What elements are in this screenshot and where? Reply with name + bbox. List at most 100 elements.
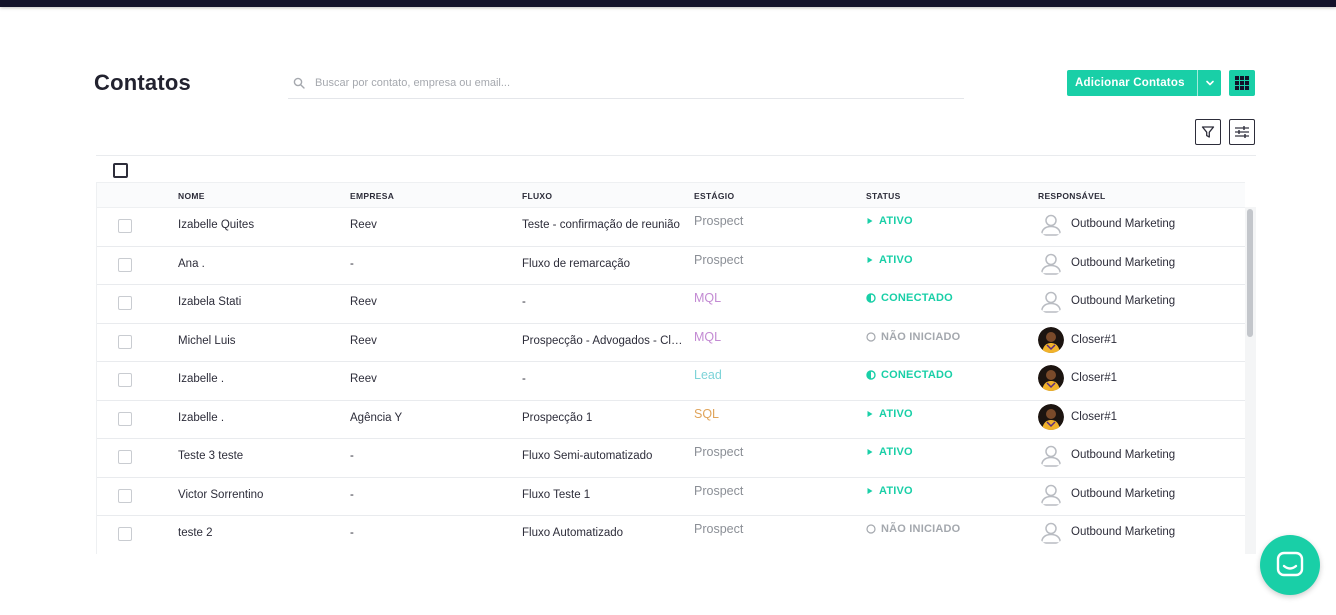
page-title: Contatos [94, 70, 191, 95]
flow-name: Fluxo Teste 1 [522, 488, 591, 501]
user-photo-icon [1038, 326, 1064, 353]
avatar [1038, 365, 1064, 391]
stage-label: Prospect [694, 252, 744, 267]
avatar [1038, 211, 1064, 237]
status-badge: ATIVO [866, 446, 913, 458]
column-header-nome[interactable]: NOME [178, 191, 205, 201]
table-row[interactable]: Teste 3 teste - Fluxo Semi-automatizado Pro… [97, 439, 1245, 478]
contact-name[interactable]: Izabela Stati [178, 296, 242, 308]
owner: Outbound Marketing [1038, 519, 1175, 545]
contact-name[interactable]: Victor Sorrentino [178, 488, 264, 501]
avatar [1038, 519, 1064, 545]
flow-name: Prospecção 1 [522, 411, 593, 424]
company-name: Reev [350, 334, 377, 347]
status-label: NÃO INICIADO [881, 330, 961, 343]
owner: Closer#1 [1038, 403, 1118, 430]
row-checkbox[interactable] [118, 257, 132, 272]
status-label: CONECTADO [881, 292, 953, 304]
row-checkbox[interactable] [118, 373, 132, 387]
table-row[interactable]: Izabelle . Reev - Lead CONECTADO Closer#1 [97, 362, 1245, 401]
owner-name: Closer#1 [1071, 410, 1118, 423]
contact-name[interactable]: Izabelle . [178, 373, 225, 385]
status-label: ATIVO [879, 215, 913, 227]
status-badge: ATIVO [866, 254, 913, 266]
column-header-empresa[interactable]: EMPRESA [350, 191, 395, 201]
search-input[interactable] [315, 77, 915, 89]
row-checkbox[interactable] [118, 527, 132, 541]
user-icon [1040, 214, 1062, 236]
add-contacts-label[interactable]: Adicionar Contatos [1075, 77, 1185, 89]
play-icon [867, 410, 873, 417]
owner-name: Closer#1 [1071, 372, 1118, 384]
table-row[interactable]: Izabelle . Agência Y Prospecção 1 SQL ATIVO C… [97, 401, 1245, 439]
flow-name: Teste - confirmação de reunião [522, 219, 680, 231]
select-all-checkbox[interactable] [113, 163, 128, 178]
status-label: ATIVO [879, 484, 913, 497]
row-checkbox[interactable] [118, 219, 132, 233]
column-header-estagio[interactable]: ESTÁGIO [694, 191, 735, 201]
owner: Outbound Marketing [1038, 288, 1175, 314]
owner-name: Outbound Marketing [1071, 487, 1176, 500]
status-label: NÃO INICIADO [881, 523, 961, 535]
filter-button[interactable] [1195, 119, 1221, 145]
table-row[interactable]: Izabela Stati Reev - MQL CONECTADO Outbound M… [97, 285, 1245, 324]
avatar [1038, 250, 1064, 276]
avatar [1038, 481, 1064, 507]
row-checkbox[interactable] [118, 411, 132, 426]
column-header-fluxo[interactable]: FLUXO [522, 191, 553, 201]
user-icon [1040, 484, 1062, 506]
stage-label: Prospect [694, 483, 744, 498]
table-row[interactable]: teste 2 - Fluxo Automatizado Prospect NÃO IN… [97, 516, 1245, 554]
contact-name[interactable]: Michel Luis [178, 334, 236, 347]
column-settings-button[interactable] [1229, 119, 1255, 145]
flow-name: Fluxo de remarcação [522, 257, 631, 270]
chevron-down-icon [1205, 80, 1214, 86]
avatar [1038, 403, 1064, 430]
column-header-responsavel[interactable]: RESPONSÁVEL [1038, 191, 1106, 201]
flow-name: - [522, 373, 526, 385]
company-name: - [350, 527, 354, 539]
play-icon [867, 449, 873, 455]
scrollbar-thumb[interactable] [1247, 209, 1253, 337]
avatar [1038, 326, 1064, 353]
owner: Outbound Marketing [1038, 442, 1175, 468]
company-name: Reev [350, 296, 377, 308]
table-row[interactable]: Michel Luis Reev Prospecção - Advogados - … [97, 324, 1245, 362]
table-row[interactable]: Ana . - Fluxo de remarcação Prospect ATIVO Ou… [97, 247, 1245, 285]
contact-name[interactable]: Izabelle Quites [178, 219, 255, 231]
company-name: - [350, 450, 354, 462]
row-checkbox[interactable] [118, 488, 132, 503]
status-badge: ATIVO [866, 215, 913, 227]
grid-view-button[interactable] [1229, 70, 1255, 96]
table-row[interactable]: Victor Sorrentino - Fluxo Teste 1 Prospect A… [97, 478, 1245, 516]
search-bar[interactable] [288, 68, 964, 99]
grid-icon [1235, 76, 1249, 90]
filter-icon [1201, 126, 1215, 138]
user-icon [1040, 522, 1062, 544]
row-checkbox[interactable] [118, 334, 132, 349]
status-badge: CONECTADO [866, 292, 953, 304]
chat-support-button[interactable] [1260, 535, 1320, 595]
row-checkbox[interactable] [118, 450, 132, 464]
empty-circle-icon [866, 524, 876, 534]
table-scrollbar[interactable] [1245, 207, 1256, 554]
owner-name: Outbound Marketing [1071, 218, 1176, 230]
owner-name: Outbound Marketing [1071, 449, 1176, 461]
contact-name[interactable]: Izabelle . [178, 411, 225, 424]
company-name: Agência Y [350, 411, 403, 424]
search-icon [293, 77, 305, 89]
avatar [1038, 442, 1064, 468]
column-header-status[interactable]: STATUS [866, 191, 901, 201]
stage-label: MQL [694, 329, 722, 344]
add-contacts-button[interactable]: Adicionar Contatos [1067, 70, 1221, 96]
sliders-icon [1235, 126, 1249, 138]
contact-name[interactable]: teste 2 [178, 527, 213, 539]
row-checkbox[interactable] [118, 296, 132, 310]
contact-name[interactable]: Teste 3 teste [178, 450, 244, 462]
add-contacts-dropdown[interactable] [1197, 70, 1221, 96]
play-icon [867, 487, 873, 494]
table-body: Izabelle Quites Reev Teste - confirmação d… [97, 208, 1245, 554]
table-row[interactable]: Izabelle Quites Reev Teste - confirmação d… [97, 208, 1245, 247]
status-badge: CONECTADO [866, 369, 953, 381]
contact-name[interactable]: Ana . [178, 257, 205, 270]
